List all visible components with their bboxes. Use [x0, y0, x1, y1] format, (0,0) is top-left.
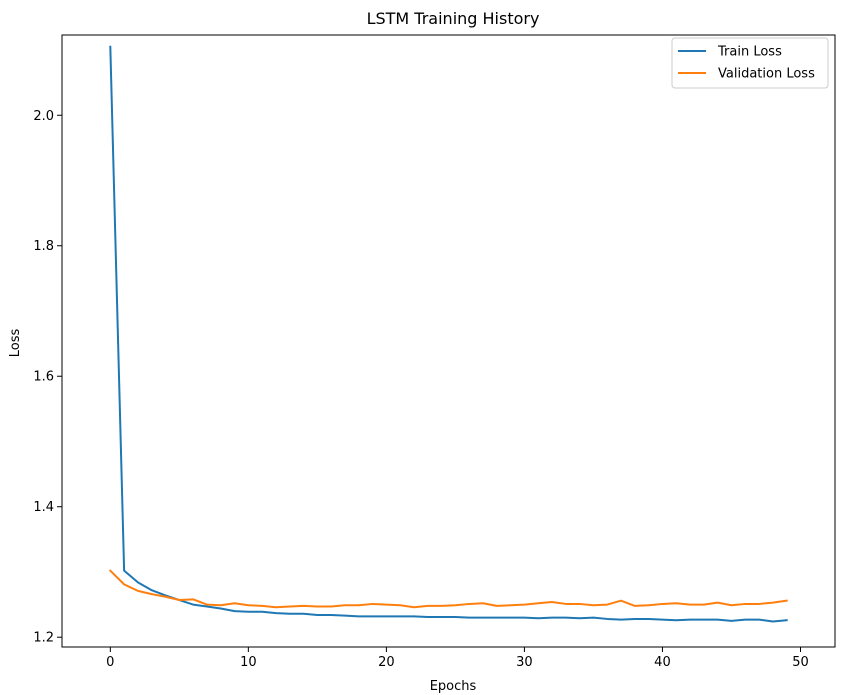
legend-label: Train Loss: [717, 45, 782, 60]
x-tick-label: 30: [516, 655, 533, 670]
chart-title: LSTM Training History: [367, 9, 540, 28]
x-tick-label: 10: [240, 655, 257, 670]
y-tick-label: 1.2: [33, 631, 54, 646]
y-tick-label: 1.6: [33, 370, 54, 385]
legend-label: Validation Loss: [718, 67, 815, 82]
x-tick-label: 20: [378, 655, 395, 670]
y-tick-label: 1.4: [33, 500, 54, 515]
x-axis-label: Epochs: [430, 679, 477, 694]
series-line-validation-loss: [108, 569, 788, 609]
legend-box: [671, 37, 829, 89]
x-tick-label: 0: [106, 655, 114, 670]
x-tick-label: 50: [792, 655, 809, 670]
y-axis-label: Loss: [8, 329, 23, 358]
x-tick-label: 40: [654, 655, 671, 670]
y-tick-label: 1.8: [33, 239, 54, 254]
plot-area: [108, 45, 788, 623]
legend: Train Loss Validation Loss: [671, 37, 829, 89]
series-line-train-loss: [109, 45, 788, 623]
plot-frame: [61, 34, 836, 648]
y-tick-label: 2.0: [33, 109, 54, 124]
axes: 0 10 20 30 40 50 1.2 1.4 1.6 1.8 2.0: [33, 34, 836, 670]
